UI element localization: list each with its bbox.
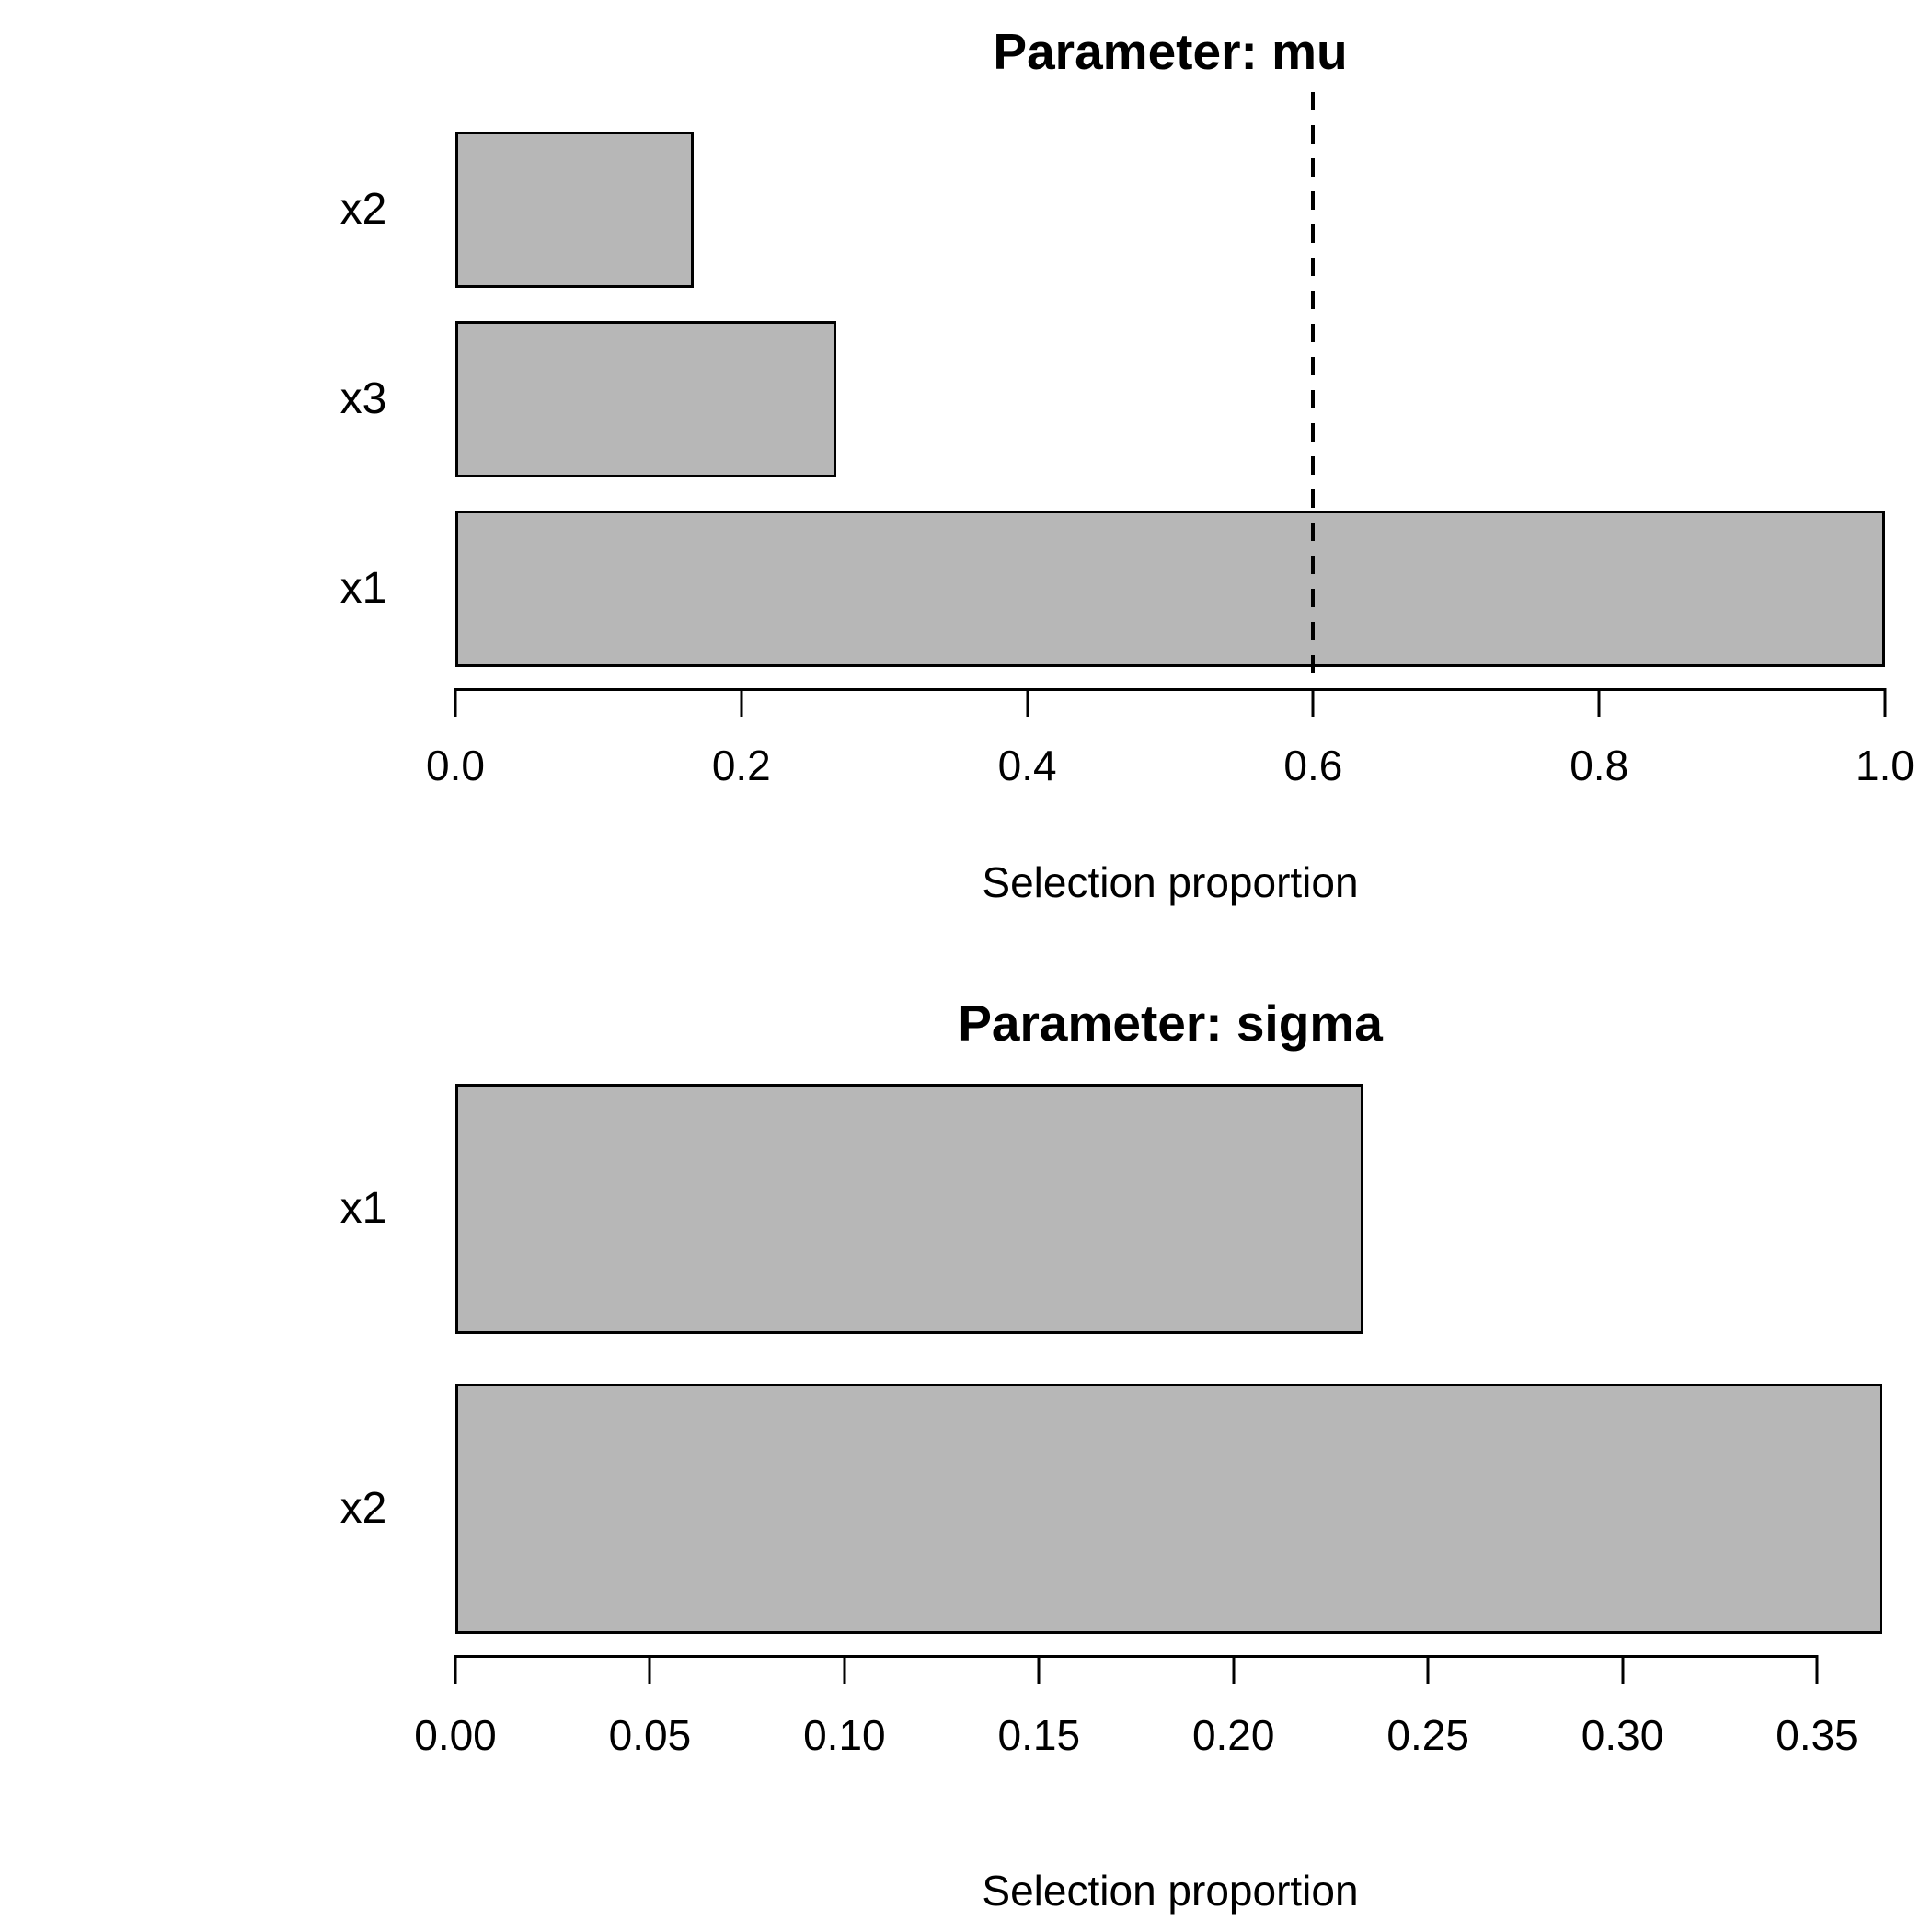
chart-panel-sigma: Parameter: sigma 0.00 0.05 0.10 0.15 0.20 0.2… bbox=[0, 966, 1932, 1932]
axis-tick bbox=[1597, 688, 1601, 717]
axis-tick-label: 0.4 bbox=[997, 742, 1057, 789]
axis-tick bbox=[1037, 1655, 1041, 1684]
axis-tick bbox=[1621, 1655, 1625, 1684]
axis-tick-label: 0.0 bbox=[426, 742, 485, 789]
category-label-x1: x1 bbox=[339, 1184, 387, 1233]
axis-tick bbox=[1311, 688, 1315, 717]
plot-area-sigma bbox=[455, 1058, 1885, 1655]
chart-panel-mu: Parameter: mu 0.0 0.2 0.4 0.6 0.8 1.0 Selecti… bbox=[339, 23, 1915, 906]
x-axis-title-sigma: Selection proportion bbox=[982, 1867, 1359, 1915]
bar-x1 bbox=[455, 511, 1885, 667]
category-label-x1: x1 bbox=[339, 564, 387, 613]
x-axis-title-mu: Selection proportion bbox=[982, 858, 1359, 906]
x-axis-tick-labels-sigma: 0.00 0.05 0.10 0.15 0.20 0.25 0.30 0.35 bbox=[414, 1709, 1885, 1765]
axis-tick-label: 0.15 bbox=[997, 1711, 1081, 1759]
threshold-dashed-line bbox=[1311, 92, 1316, 688]
category-label-x2: x2 bbox=[339, 1484, 387, 1533]
chart-title-mu: Parameter: mu bbox=[993, 23, 1348, 80]
axis-tick-label: 0.6 bbox=[1283, 742, 1343, 789]
x-axis-tick-labels-mu: 0.0 0.2 0.4 0.6 0.8 1.0 bbox=[426, 740, 1915, 795]
axis-tick-label: 0.8 bbox=[1570, 742, 1629, 789]
plot-area-mu bbox=[455, 92, 1885, 688]
axis-tick-label: 1.0 bbox=[1856, 742, 1915, 789]
axis-tick bbox=[1232, 1655, 1236, 1684]
axis-tick bbox=[1883, 688, 1887, 717]
axis-tick bbox=[454, 688, 457, 717]
axis-tick bbox=[1426, 1655, 1430, 1684]
axis-tick bbox=[1815, 1655, 1819, 1684]
axis-tick-label: 0.00 bbox=[414, 1711, 497, 1759]
axis-tick bbox=[843, 1655, 846, 1684]
axis-tick bbox=[1026, 688, 1029, 717]
axis-tick-label: 0.05 bbox=[608, 1711, 692, 1759]
bar-x2 bbox=[455, 132, 695, 288]
axis-tick bbox=[740, 688, 743, 717]
axis-tick-label: 0.35 bbox=[1776, 1711, 1858, 1759]
axis-tick-label: 0.25 bbox=[1386, 1711, 1469, 1759]
category-label-x2: x2 bbox=[339, 185, 387, 234]
axis-tick bbox=[648, 1655, 651, 1684]
x-axis-line-sigma bbox=[454, 1655, 1819, 1684]
axis-tick-label: 0.20 bbox=[1191, 1711, 1275, 1759]
bar-x2 bbox=[455, 1384, 1882, 1634]
axis-tick bbox=[454, 1655, 457, 1684]
axis-tick-label: 0.10 bbox=[803, 1711, 886, 1759]
bar-x1 bbox=[455, 1084, 1363, 1334]
bar-x3 bbox=[455, 321, 837, 477]
chart-title-sigma: Parameter: sigma bbox=[958, 995, 1383, 1052]
axis-tick-label: 0.30 bbox=[1581, 1711, 1664, 1759]
x-axis-line-mu bbox=[454, 688, 1887, 717]
category-label-x3: x3 bbox=[339, 374, 387, 423]
axis-tick-label: 0.2 bbox=[711, 742, 771, 789]
